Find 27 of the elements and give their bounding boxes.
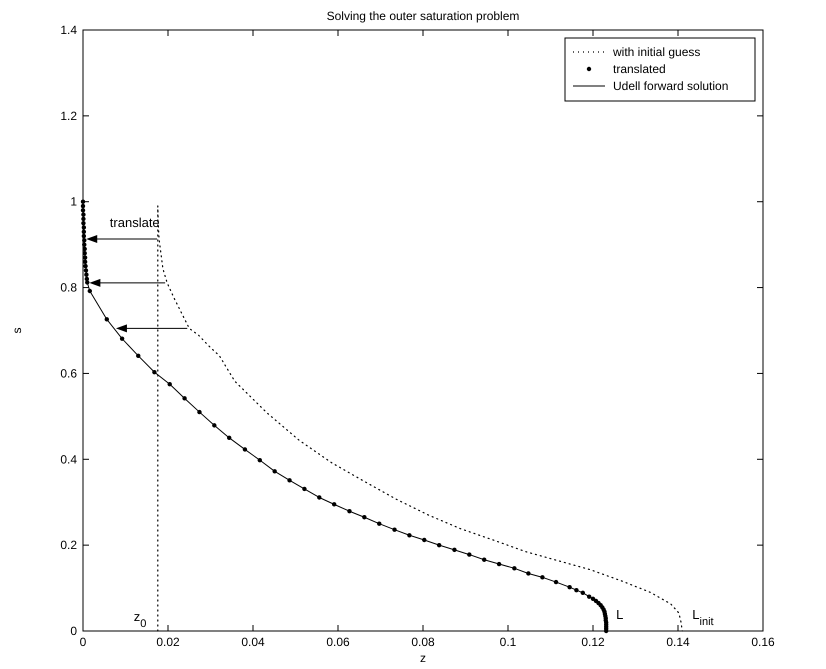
x-tick-label: 0.08 — [411, 635, 435, 649]
y-tick-label: 0.8 — [60, 280, 78, 295]
x-tick-label: 0.12 — [581, 635, 605, 649]
legend-label: translated — [613, 62, 666, 76]
legend-label: Udell forward solution — [613, 79, 728, 93]
x-tick-label: 0.1 — [500, 635, 517, 649]
annotation: translate — [110, 215, 160, 230]
y-axis-title: s — [10, 328, 24, 334]
y-tick-label: 1 — [70, 194, 78, 209]
x-tick-label: 0.02 — [156, 635, 180, 649]
y-tick-label: 0.6 — [60, 366, 78, 380]
annotation: L — [616, 607, 624, 622]
annotation: z$_{0}$ — [134, 609, 146, 630]
y-tick-label: 1.2 — [60, 108, 78, 123]
x-tick-label: 0.06 — [326, 635, 350, 649]
x-tick-label: 0.16 — [751, 635, 775, 649]
y-tick-label: 0 — [70, 624, 78, 638]
chart-title: Solving the outer saturation problem — [326, 9, 520, 23]
y-tick-label: 0.2 — [60, 538, 78, 552]
y-tick-label: 1.4 — [60, 23, 78, 37]
x-axis-title: z — [420, 651, 426, 665]
x-tick-label: 0 — [80, 635, 87, 649]
legend-label: with initial guess — [612, 45, 700, 59]
annotation: L$_{init}$ — [692, 607, 714, 628]
x-tick-label: 0.14 — [666, 635, 690, 649]
y-tick-label: 0.4 — [60, 452, 78, 466]
x-tick-label: 0.04 — [241, 635, 265, 649]
